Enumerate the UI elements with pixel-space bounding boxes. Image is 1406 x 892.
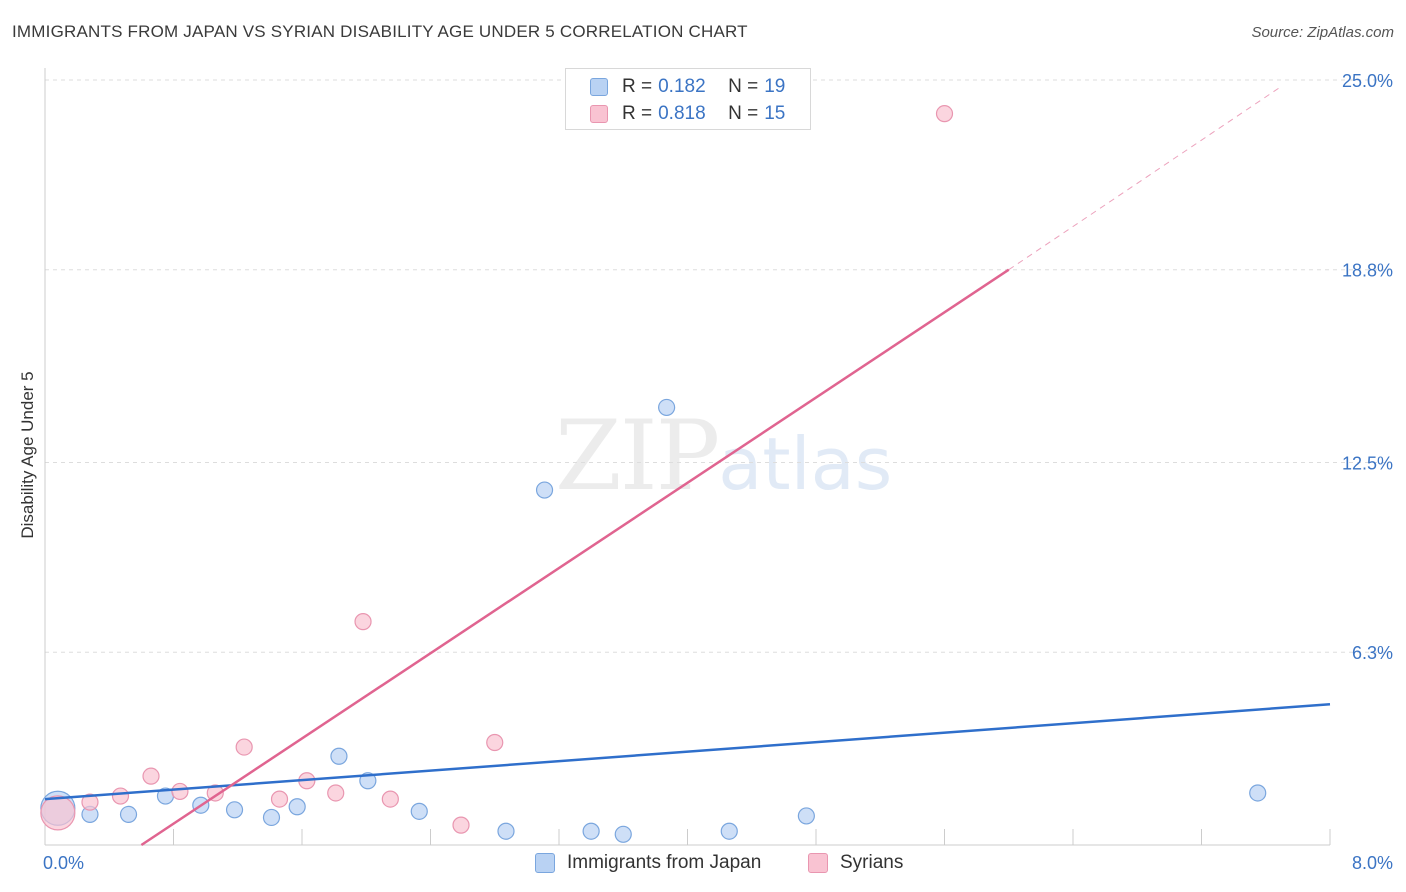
bottom-legend-label-japan: Immigrants from Japan bbox=[567, 852, 762, 873]
syrians-data-point bbox=[235, 738, 253, 756]
y-axis-label: Disability Age Under 5 bbox=[18, 371, 37, 539]
legend-n-value-japan: 19 bbox=[764, 76, 786, 97]
syrians-data-point bbox=[270, 790, 289, 808]
syrians-data-point bbox=[452, 816, 470, 834]
syrians-data-point bbox=[40, 795, 76, 831]
syrians-data-point bbox=[327, 784, 345, 802]
japan-data-point bbox=[1249, 784, 1267, 802]
japan-data-point bbox=[582, 822, 600, 840]
japan-trend-line bbox=[44, 702, 1331, 801]
syrians-data-point bbox=[142, 767, 160, 785]
japan-data-point bbox=[119, 805, 138, 824]
x-tick-label-max: 8.0% bbox=[1352, 853, 1393, 873]
trend-line-extension-1 bbox=[1008, 85, 1283, 271]
bottom-legend-japan: Immigrants from Japan bbox=[535, 852, 761, 874]
legend-n-value-syrians: 15 bbox=[764, 103, 786, 124]
legend-r-label: R = bbox=[622, 103, 653, 124]
syrians-data-point bbox=[935, 105, 954, 123]
legend-swatch-japan bbox=[590, 78, 608, 96]
syrians-trend-line bbox=[140, 268, 1010, 847]
y-tick-label: 12.5% bbox=[1342, 454, 1393, 474]
watermark: ZIPatlas bbox=[555, 400, 892, 512]
legend-row-syrians: R = 0.818 N = 15 bbox=[590, 102, 785, 126]
syrians-data-point bbox=[206, 784, 224, 802]
japan-data-point bbox=[535, 481, 554, 499]
japan-data-point bbox=[614, 825, 632, 843]
bottom-legend-syrians: Syrians bbox=[808, 852, 903, 874]
chart-title: IMMIGRANTS FROM JAPAN VS SYRIAN DISABILI… bbox=[12, 22, 748, 41]
japan-data-point bbox=[330, 747, 348, 765]
stats-legend: R = 0.182 N = 19 R = 0.818 N = 15 bbox=[565, 68, 811, 130]
syrians-data-point bbox=[381, 790, 399, 808]
legend-swatch-syrians bbox=[590, 105, 608, 123]
y-tick-label: 25.0% bbox=[1342, 71, 1393, 91]
y-tick-label: 6.3% bbox=[1352, 643, 1393, 663]
japan-data-point bbox=[497, 822, 515, 840]
x-tick-label-min: 0.0% bbox=[43, 853, 84, 873]
japan-data-point bbox=[288, 798, 306, 816]
japan-data-point bbox=[720, 822, 738, 840]
syrians-data-point bbox=[81, 793, 99, 811]
bottom-legend-swatch-syrians bbox=[808, 853, 828, 873]
source-label: Source: ZipAtlas.com bbox=[1251, 24, 1394, 41]
syrians-data-point bbox=[486, 733, 504, 752]
bottom-legend-swatch-japan bbox=[535, 853, 555, 873]
japan-data-point bbox=[797, 807, 815, 825]
japan-data-point bbox=[262, 808, 281, 827]
watermark-atlas: atlas bbox=[718, 422, 893, 506]
legend-row-japan: R = 0.182 N = 19 bbox=[590, 75, 785, 99]
legend-n-label: N = bbox=[728, 76, 759, 97]
syrians-data-point bbox=[354, 613, 372, 631]
japan-data-point bbox=[658, 398, 676, 417]
y-tick-label: 18.8% bbox=[1342, 261, 1393, 281]
legend-n-label: N = bbox=[728, 103, 759, 124]
legend-r-value-syrians: 0.818 bbox=[658, 103, 706, 124]
watermark-zip: ZIP bbox=[555, 400, 720, 512]
japan-data-point bbox=[225, 801, 244, 819]
syrians-data-point bbox=[171, 782, 189, 801]
japan-data-point bbox=[410, 802, 428, 820]
legend-r-value-japan: 0.182 bbox=[658, 76, 706, 97]
legend-r-label: R = bbox=[622, 76, 653, 97]
bottom-legend-label-syrians: Syrians bbox=[840, 852, 904, 873]
syrians-data-point bbox=[111, 787, 130, 805]
